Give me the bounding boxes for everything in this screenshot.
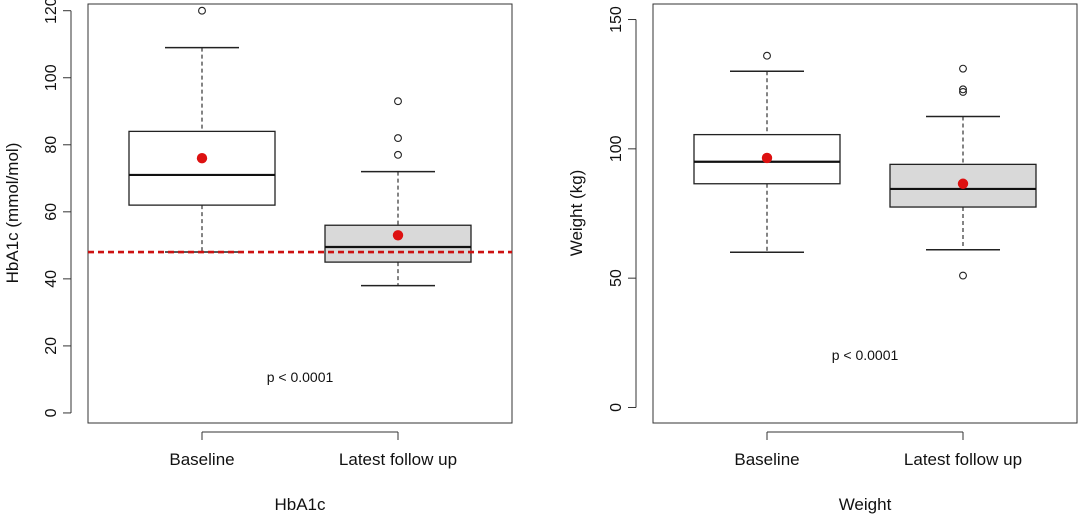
y-tick-label: 100: [608, 135, 625, 162]
mean-marker: [392, 230, 404, 241]
y-tick-label: 80: [43, 136, 60, 154]
x-tick-label: Latest follow up: [904, 450, 1022, 469]
y-tick-label: 120: [43, 0, 60, 24]
outlier-point: [763, 51, 771, 60]
mean-marker: [196, 152, 208, 164]
box-group: [889, 64, 1037, 280]
boxplot-marks-weight: [693, 51, 1037, 280]
outlier-point: [394, 134, 402, 143]
p-value-annotation-hba1c: p < 0.0001: [267, 369, 334, 385]
y-tick-label: 20: [43, 337, 60, 355]
iqr-box: [128, 130, 276, 206]
outlier-point: [394, 150, 402, 159]
p-value-annotation-weight: p < 0.0001: [832, 347, 899, 363]
outlier-point: [959, 64, 967, 73]
y-tick-label: 0: [43, 408, 60, 417]
box-group: [693, 51, 841, 254]
y-axis-label-hba1c: HbA1c (mmol/mol): [3, 143, 22, 284]
y-tick-label: 0: [608, 403, 625, 412]
x-tick-label: Latest follow up: [339, 450, 457, 469]
mean-marker: [957, 178, 969, 189]
outlier-point: [959, 271, 967, 280]
y-axis-ticks-hba1c: 0 20 40 60 80 100 120: [43, 0, 72, 417]
plot-frame-hba1c: [87, 3, 513, 424]
y-tick-label: 100: [43, 64, 60, 91]
panel-weight: 0 50 100 150 Baseline Latest follow up Weigh…: [567, 3, 1078, 514]
y-axis-ticks-weight: 0 50 100 150: [608, 6, 637, 412]
outlier-point: [959, 85, 967, 94]
outlier-point: [394, 97, 402, 106]
mean-marker: [761, 152, 773, 164]
box-group: [324, 97, 472, 287]
outlier-point: [959, 87, 967, 96]
plot-frame-weight: [652, 3, 1078, 424]
x-tick-label: Baseline: [734, 450, 799, 469]
x-axis-label-weight: Weight: [839, 495, 892, 514]
y-tick-label: 150: [608, 6, 625, 33]
box-group: [128, 6, 276, 253]
panel-hba1c: 0 20 40 60 80 100 120 Baseline Latest follow up…: [3, 0, 513, 514]
x-axis-ticks-hba1c: Baseline Latest follow up: [169, 431, 457, 469]
x-axis-label-hba1c: HbA1c: [274, 495, 326, 514]
boxplot-marks-hba1c: [88, 6, 512, 287]
outlier-point: [198, 6, 206, 15]
y-axis-label-weight: Weight (kg): [567, 170, 586, 257]
x-axis-ticks-weight: Baseline Latest follow up: [734, 431, 1022, 469]
y-tick-label: 40: [43, 270, 60, 288]
x-tick-label: Baseline: [169, 450, 234, 469]
y-tick-label: 60: [43, 203, 60, 221]
y-tick-label: 50: [608, 269, 625, 287]
